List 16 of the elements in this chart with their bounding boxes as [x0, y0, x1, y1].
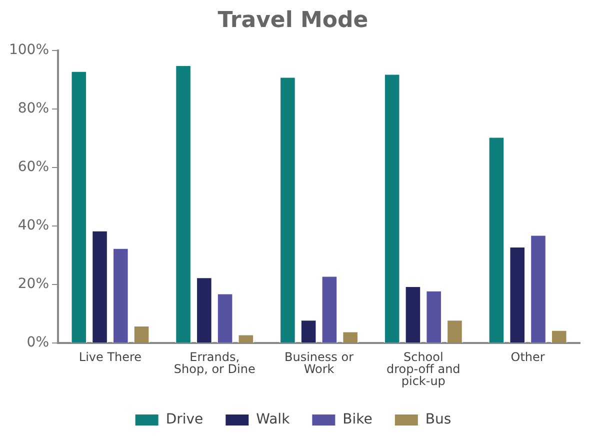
legend-label: Walk	[256, 412, 291, 428]
chart-title: Travel Mode	[218, 8, 368, 33]
y-tick-label: 20%	[18, 276, 50, 292]
legend-label: Bus	[425, 412, 452, 428]
x-tick-label: School drop-off and pick-up	[386, 350, 460, 388]
x-tick-label: Live There	[78, 350, 142, 364]
x-tick-label: Business or Work	[284, 350, 354, 376]
y-tick-label: 100%	[8, 42, 50, 58]
y-tick-label: 0%	[26, 334, 50, 351]
legend-label: Bike	[342, 412, 372, 428]
legend-label: Drive	[166, 412, 204, 428]
x-tick-label: Other	[510, 350, 545, 364]
y-tick-label: 80%	[18, 100, 50, 117]
y-tick-label: 60%	[18, 159, 50, 176]
y-tick-label: 40%	[18, 218, 50, 234]
x-tick-label: Errands, Shop, or Dine	[174, 350, 256, 376]
